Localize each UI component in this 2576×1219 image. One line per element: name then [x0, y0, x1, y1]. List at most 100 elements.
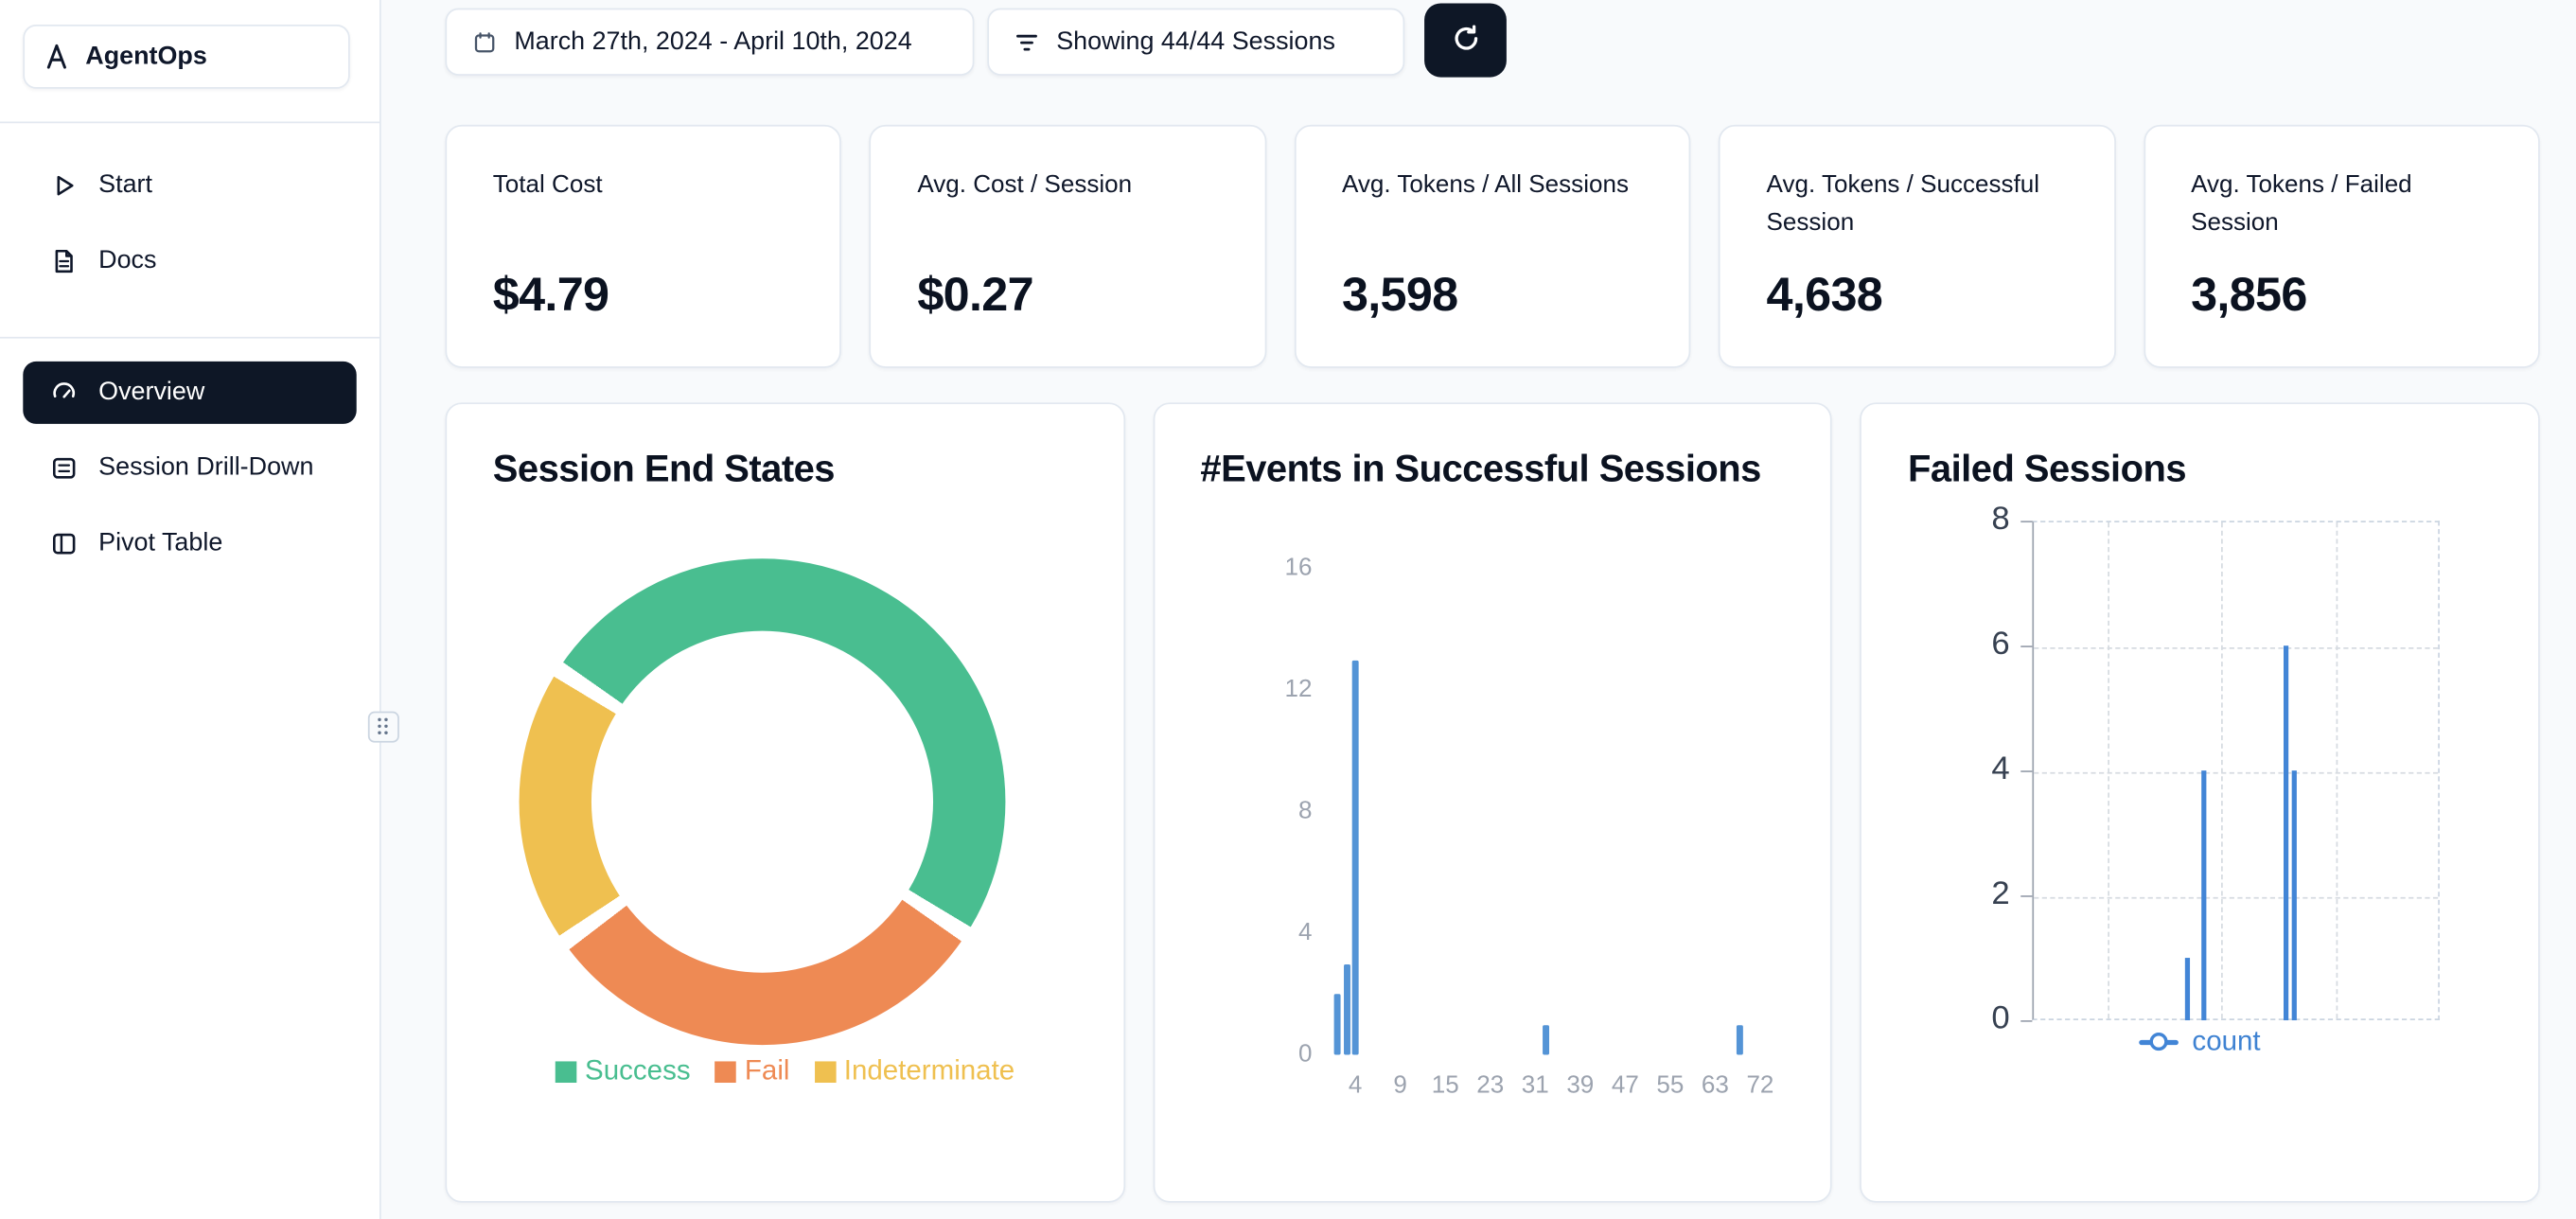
stat-label: Avg. Cost / Session: [917, 170, 1133, 200]
calendar-icon: [469, 28, 498, 57]
sidebar: AgentOps Start Docs O: [0, 0, 381, 1219]
sidebar-item-start[interactable]: Start: [23, 154, 356, 217]
y-axis-tick-label: 8: [1991, 501, 2010, 538]
grip-dots-icon: [378, 717, 381, 722]
sidebar-item-pivot-table[interactable]: Pivot Table: [23, 513, 356, 575]
bar: [1343, 963, 1350, 1055]
bar: [1543, 1024, 1550, 1055]
session-end-states-donut[interactable]: [519, 558, 1006, 1046]
sidebar-resize-handle[interactable]: [367, 711, 399, 743]
vertical-gridline: [2336, 522, 2338, 1019]
legend-item-fail[interactable]: Fail: [715, 1054, 789, 1087]
events-bar-chart[interactable]: 0 4 8 12 16 4 9 15 23 31 39 47 55 63 72: [1155, 404, 1831, 1201]
x-axis-tick-label: 55: [1656, 1070, 1685, 1100]
filter-icon: [1012, 28, 1040, 57]
stat-label: Avg. Tokens / All Sessions: [1341, 170, 1629, 200]
x-axis-tick-label: 15: [1431, 1070, 1459, 1100]
stat-label: Avg. Tokens / Successful Session: [1766, 170, 2040, 237]
sidebar-nav-main: Overview Session Drill-Down Pivot Table: [23, 361, 357, 589]
stat-card-avg-tokens-successful: Avg. Tokens / Successful Session 4,638: [1719, 124, 2116, 368]
date-range-label: March 27th, 2024 - April 10th, 2024: [514, 26, 912, 56]
legend-swatch: [814, 1060, 837, 1083]
sidebar-item-overview[interactable]: Overview: [23, 361, 357, 424]
stat-card-avg-cost-session: Avg. Cost / Session $0.27: [870, 124, 1267, 368]
chart-title: Session End States: [492, 447, 836, 490]
gauge-icon: [49, 379, 78, 407]
sidebar-nav-top: Start Docs: [23, 154, 356, 306]
donut-hole: [591, 630, 934, 973]
sidebar-item-label: Session Drill-Down: [98, 453, 314, 482]
horizontal-gridline: [2034, 646, 2439, 649]
horizontal-gridline: [2034, 771, 2439, 774]
sessions-filter-label: Showing 44/44 Sessions: [1056, 26, 1335, 56]
sidebar-item-label: Docs: [98, 246, 157, 274]
y-axis-tick-label: 2: [1991, 875, 2010, 912]
legend-label: Indeterminate: [843, 1054, 1015, 1086]
y-axis-tick-mark: [2020, 770, 2033, 772]
data-spike: [2184, 958, 2190, 1021]
stat-value: 3,856: [2191, 269, 2307, 323]
x-axis-tick-label: 9: [1393, 1070, 1407, 1100]
sidebar-divider: [0, 336, 380, 339]
y-axis-tick-mark: [2020, 1020, 2033, 1022]
stat-label: Avg. Tokens / Failed Session: [2191, 170, 2412, 237]
sidebar-item-label: Start: [98, 170, 152, 200]
sidebar-item-session-drill-down[interactable]: Session Drill-Down: [23, 437, 356, 500]
document-icon: [49, 247, 78, 275]
charts-row: Session End States Success Fail Indetermin…: [445, 402, 2540, 1203]
sidebar-item-docs[interactable]: Docs: [23, 230, 356, 292]
y-axis-tick-label: 6: [1991, 626, 2010, 662]
legend-item-indeterminate[interactable]: Indeterminate: [814, 1054, 1015, 1087]
refresh-button[interactable]: [1424, 3, 1507, 78]
horizontal-gridline: [2034, 896, 2439, 899]
y-axis-tick-label: 0: [1297, 1039, 1313, 1069]
sidebar-divider: [0, 121, 380, 124]
vertical-gridline: [2221, 522, 2224, 1019]
y-axis-tick-label: 8: [1297, 796, 1313, 825]
sessions-filter-button[interactable]: Showing 44/44 Sessions: [987, 8, 1405, 76]
legend-item-success[interactable]: Success: [555, 1054, 691, 1087]
x-axis-tick-label: 72: [1746, 1070, 1774, 1100]
y-axis-tick-mark: [2020, 895, 2033, 897]
stat-card-avg-tokens-all: Avg. Tokens / All Sessions 3,598: [1294, 124, 1691, 368]
y-axis-tick-label: 12: [1284, 675, 1313, 703]
app-logo[interactable]: AgentOps: [23, 25, 350, 89]
bar: [1351, 659, 1359, 1055]
stat-value: $4.79: [492, 269, 609, 323]
stat-value: 3,598: [1341, 269, 1458, 323]
stat-card-total-cost: Total Cost $4.79: [445, 124, 842, 368]
failed-sessions-card: Failed Sessions count 0 2 4 6 8: [1860, 402, 2540, 1203]
date-range-button[interactable]: March 27th, 2024 - April 10th, 2024: [445, 8, 975, 76]
failed-sessions-plot: [2032, 521, 2441, 1021]
data-spike: [2200, 770, 2206, 1021]
stat-label: Total Cost: [492, 170, 603, 200]
y-axis-tick-mark: [2020, 645, 2033, 647]
y-axis-tick-label: 16: [1284, 554, 1313, 582]
x-axis-tick-label: 39: [1566, 1070, 1595, 1100]
line-series-marker-icon: [2139, 1039, 2179, 1045]
session-end-states-card: Session End States Success Fail Indetermin…: [445, 402, 1125, 1203]
rows-icon: [49, 454, 78, 483]
data-spike: [2283, 645, 2288, 1021]
chart-title: #Events in Successful Sessions: [1200, 447, 1761, 490]
x-axis-tick-label: 63: [1701, 1070, 1729, 1100]
columns-icon: [49, 530, 78, 558]
vertical-gridline: [2108, 522, 2109, 1019]
bar: [1737, 1024, 1744, 1055]
y-axis-tick-mark: [2020, 521, 2033, 523]
stat-value: 4,638: [1766, 269, 1883, 323]
stat-value: $0.27: [917, 269, 1033, 323]
app-name: AgentOps: [85, 42, 207, 70]
stat-cards-row: Total Cost $4.79 Avg. Cost / Session $0.…: [445, 124, 2540, 368]
events-in-successful-sessions-card: #Events in Successful Sessions 0 4 8 12 16 4 9…: [1153, 402, 1833, 1203]
legend-swatch: [715, 1060, 737, 1083]
chart-legend[interactable]: count: [1861, 1025, 2538, 1058]
agentops-logo-icon: [43, 43, 71, 71]
chart-title: Failed Sessions: [1908, 447, 2187, 490]
events-bar-plot: [1333, 569, 1820, 1055]
bar: [1333, 994, 1341, 1055]
failed-sessions-chart[interactable]: count 0 2 4 6 8: [1861, 404, 2538, 1201]
legend-label: Success: [585, 1054, 691, 1086]
y-axis-tick-label: 4: [1991, 751, 2010, 787]
